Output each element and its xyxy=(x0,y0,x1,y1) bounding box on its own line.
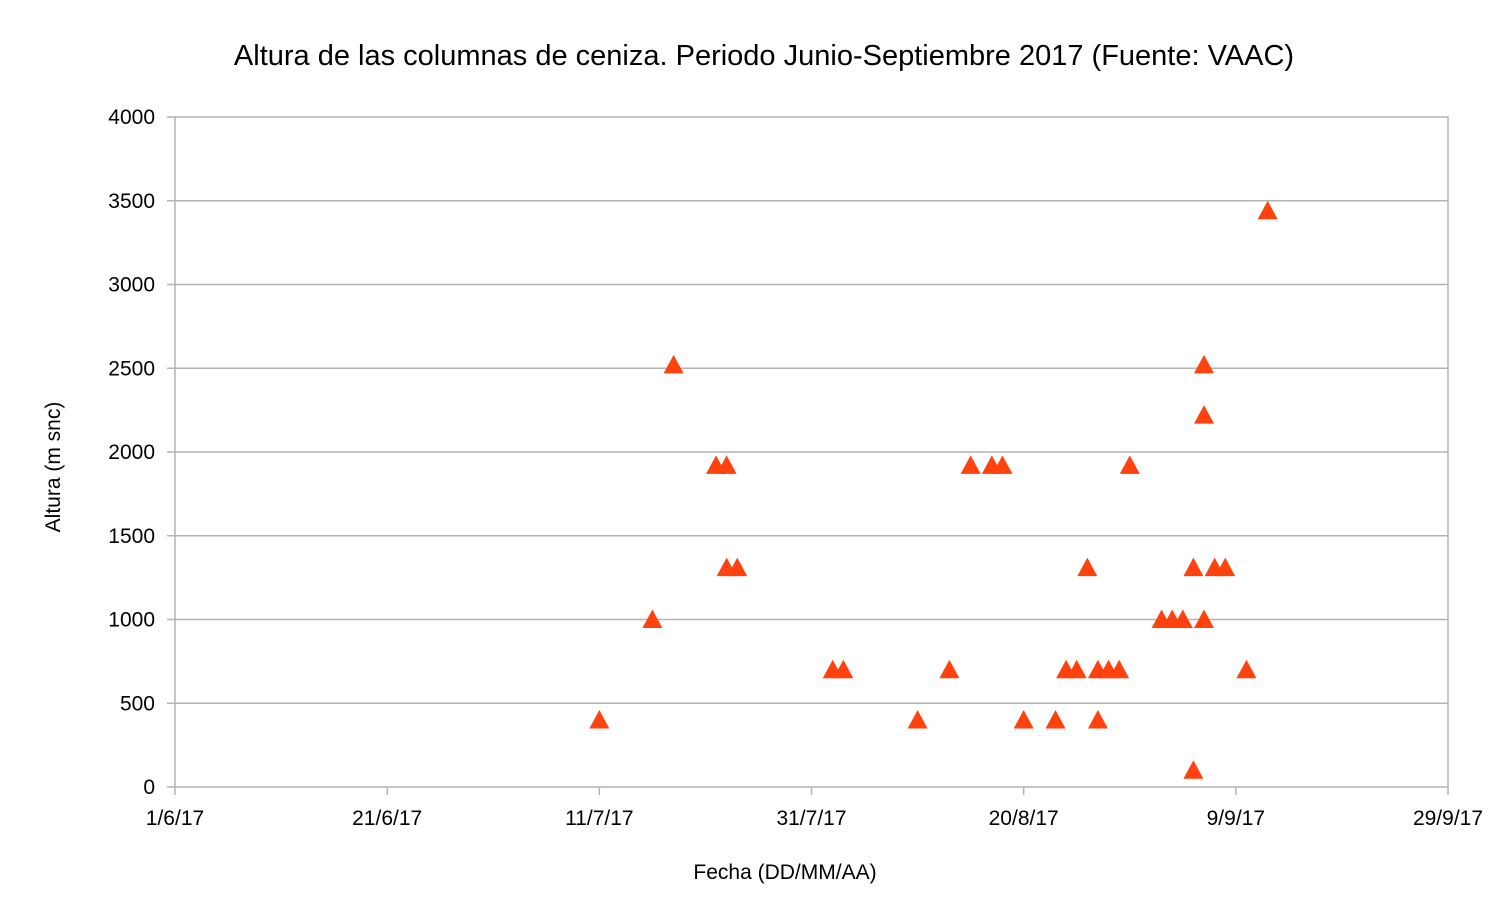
y-tick-label: 0 xyxy=(143,776,155,799)
data-point xyxy=(1172,609,1193,628)
data-point xyxy=(939,659,960,679)
data-point xyxy=(960,455,981,474)
data-point xyxy=(907,710,928,729)
x-tick-label: 11/7/17 xyxy=(565,807,634,830)
y-tick-label: 2000 xyxy=(108,441,155,464)
data-point xyxy=(1013,710,1034,729)
x-tick-label: 31/7/17 xyxy=(776,807,846,830)
data-points xyxy=(589,200,1278,779)
y-axis-ticks: 0 500 1000 1500 2000 2500 3000 3500 4000 xyxy=(108,106,175,799)
y-tick-label: 1000 xyxy=(108,609,155,632)
data-point xyxy=(727,557,748,577)
x-tick-label: 29/9/17 xyxy=(1413,807,1483,830)
data-point xyxy=(589,710,610,729)
data-point xyxy=(642,609,663,628)
x-tick-label: 21/6/17 xyxy=(352,807,422,830)
y-tick-label: 4000 xyxy=(108,106,155,129)
data-point xyxy=(1045,710,1066,729)
chart-title: Altura de las columnas de ceniza. Period… xyxy=(234,40,1294,72)
data-point xyxy=(1257,200,1278,220)
gridlines xyxy=(175,200,1448,704)
data-point xyxy=(1066,659,1087,679)
data-point xyxy=(1183,760,1204,779)
y-axis-label: Altura (m snc) xyxy=(42,402,65,533)
y-tick-label: 3000 xyxy=(108,274,155,297)
y-tick-label: 1500 xyxy=(108,525,155,548)
data-point xyxy=(1236,659,1257,679)
data-point xyxy=(1215,557,1236,577)
data-point xyxy=(1194,609,1215,628)
x-tick-label: 20/8/17 xyxy=(989,807,1059,830)
x-tick-label: 9/9/17 xyxy=(1207,807,1265,830)
x-tick-label: 1/6/17 xyxy=(146,807,204,830)
data-point xyxy=(1194,405,1215,424)
data-point xyxy=(1183,557,1204,577)
y-tick-label: 3500 xyxy=(108,190,155,213)
data-point xyxy=(1119,455,1140,474)
data-point xyxy=(716,455,737,474)
data-point xyxy=(1194,354,1215,374)
data-point xyxy=(663,354,684,374)
data-point xyxy=(833,659,854,679)
x-axis-label: Fecha (DD/MM/AA) xyxy=(693,861,876,884)
data-point xyxy=(992,455,1013,474)
data-point xyxy=(1077,557,1098,577)
data-point xyxy=(1109,659,1130,679)
y-tick-label: 2500 xyxy=(108,357,155,380)
x-axis-ticks: 1/6/17 21/6/17 11/7/17 31/7/17 20/8/17 9/9/17… xyxy=(146,787,1483,830)
y-tick-label: 500 xyxy=(120,692,155,715)
data-point xyxy=(1087,710,1108,729)
